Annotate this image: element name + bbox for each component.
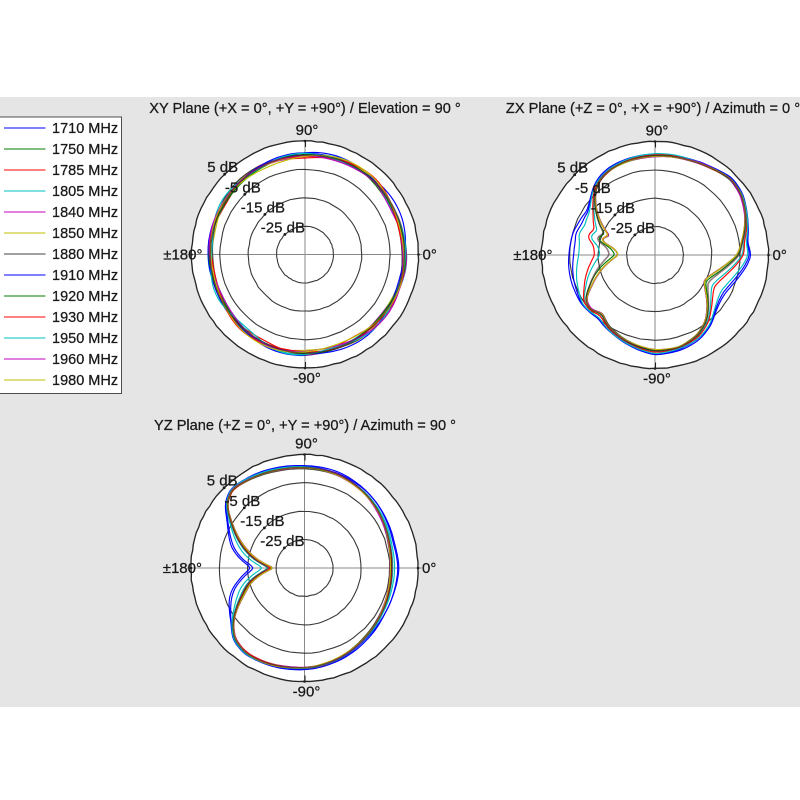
svg-text:YZ Plane (+Z = 0°, +Y = +90°): YZ Plane (+Z = 0°, +Y = +90°) / Azimuth …: [154, 418, 456, 434]
svg-text:-25 dB: -25 dB: [260, 533, 304, 550]
svg-text:0°: 0°: [422, 560, 436, 577]
svg-text:-25 dB: -25 dB: [261, 219, 305, 236]
svg-text:-25 dB: -25 dB: [611, 220, 655, 237]
svg-text:-5 dB: -5 dB: [225, 179, 261, 196]
svg-text:1930 MHz: 1930 MHz: [52, 310, 118, 326]
svg-text:-5 dB: -5 dB: [224, 493, 260, 510]
svg-text:5 dB: 5 dB: [557, 160, 588, 177]
svg-text:-15 dB: -15 dB: [240, 513, 284, 530]
svg-text:90°: 90°: [646, 123, 669, 140]
svg-text:1910 MHz: 1910 MHz: [52, 268, 118, 284]
svg-text:0°: 0°: [773, 247, 787, 264]
svg-text:1960 MHz: 1960 MHz: [52, 352, 118, 368]
svg-text:-15 dB: -15 dB: [241, 199, 285, 216]
svg-text:-90°: -90°: [293, 370, 321, 387]
svg-text:1850 MHz: 1850 MHz: [52, 226, 118, 242]
svg-text:0°: 0°: [423, 247, 437, 264]
svg-text:5 dB: 5 dB: [207, 473, 238, 490]
svg-text:1920 MHz: 1920 MHz: [52, 289, 118, 305]
svg-text:-5 dB: -5 dB: [575, 180, 611, 197]
svg-text:ZX Plane (+Z = 0°, +X = +90°): ZX Plane (+Z = 0°, +X = +90°) / Azimuth …: [506, 101, 800, 117]
svg-text:1805 MHz: 1805 MHz: [52, 184, 118, 200]
svg-text:1880 MHz: 1880 MHz: [52, 247, 118, 263]
svg-text:90°: 90°: [296, 122, 319, 139]
svg-text:±180°: ±180°: [513, 247, 552, 264]
svg-text:1750 MHz: 1750 MHz: [52, 142, 118, 158]
svg-text:1710 MHz: 1710 MHz: [52, 121, 118, 137]
svg-text:1980 MHz: 1980 MHz: [52, 373, 118, 389]
svg-text:90°: 90°: [295, 436, 318, 453]
svg-text:1950 MHz: 1950 MHz: [52, 331, 118, 347]
svg-text:-90°: -90°: [293, 684, 321, 701]
svg-text:1840 MHz: 1840 MHz: [52, 205, 118, 221]
svg-text:±180°: ±180°: [163, 560, 202, 577]
svg-text:±180°: ±180°: [163, 247, 202, 264]
svg-text:5 dB: 5 dB: [207, 159, 238, 176]
svg-text:XY Plane (+X = 0°, +Y = +90°): XY Plane (+X = 0°, +Y = +90°) / Elevatio…: [149, 101, 460, 117]
svg-text:-90°: -90°: [643, 371, 671, 388]
svg-text:-15 dB: -15 dB: [591, 200, 635, 217]
svg-text:1785 MHz: 1785 MHz: [52, 163, 118, 179]
